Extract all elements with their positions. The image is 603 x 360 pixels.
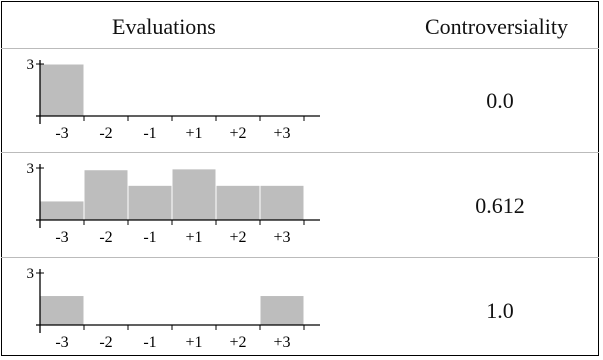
y-tick-label: 3 — [27, 57, 35, 73]
evaluations-header: Evaluations — [112, 14, 216, 39]
x-tick-label: +2 — [229, 334, 246, 351]
x-tick-label: -2 — [99, 229, 112, 246]
controversiality-value-row-1: 0.0 — [486, 88, 514, 113]
histogram-row-1: 3 -3 -2 -1 +1 +2 +3 — [27, 57, 320, 142]
histogram-bar — [39, 63, 85, 117]
x-tick-label: -3 — [55, 229, 68, 246]
histogram-bar — [39, 295, 85, 326]
histogram-bar — [83, 169, 129, 221]
x-tick-label: -3 — [55, 125, 68, 142]
x-tick-label: -1 — [143, 334, 156, 351]
row-divider — [1, 152, 599, 153]
controversiality-value-row-2: 0.612 — [475, 193, 525, 218]
histogram-bar — [259, 184, 305, 221]
x-tick-label: +1 — [185, 125, 202, 142]
x-tick-label: +1 — [185, 229, 202, 246]
histogram-bar — [215, 184, 261, 221]
histogram-bar — [259, 295, 305, 326]
x-tick-label: -1 — [143, 229, 156, 246]
histogram-bar — [171, 168, 217, 221]
x-tick-label: +2 — [229, 229, 246, 246]
x-tick-label: -2 — [99, 125, 112, 142]
x-tick-label: -3 — [55, 334, 68, 351]
x-tick-label: +2 — [229, 125, 246, 142]
histogram-row-2: 3 -3 -2 -1 +1 +2 +3 — [27, 161, 320, 246]
y-tick-label: 3 — [27, 266, 35, 282]
x-tick-label: +3 — [273, 125, 290, 142]
x-tick-label: +1 — [185, 334, 202, 351]
y-tick-label: 3 — [27, 161, 35, 177]
header-divider — [1, 48, 599, 49]
histogram-bar — [39, 200, 85, 221]
histogram-row-3: 3 -3 -2 -1 +1 +2 +3 — [27, 266, 320, 351]
x-tick-label: +3 — [273, 229, 290, 246]
controversiality-value-row-3: 1.0 — [486, 298, 514, 323]
table-frame — [1, 1, 599, 356]
controversiality-header: Controversiality — [425, 14, 568, 39]
x-tick-label: -1 — [143, 125, 156, 142]
x-tick-label: -2 — [99, 334, 112, 351]
x-tick-label: +3 — [273, 334, 290, 351]
row-divider — [1, 257, 599, 258]
histogram-bar — [127, 184, 173, 221]
